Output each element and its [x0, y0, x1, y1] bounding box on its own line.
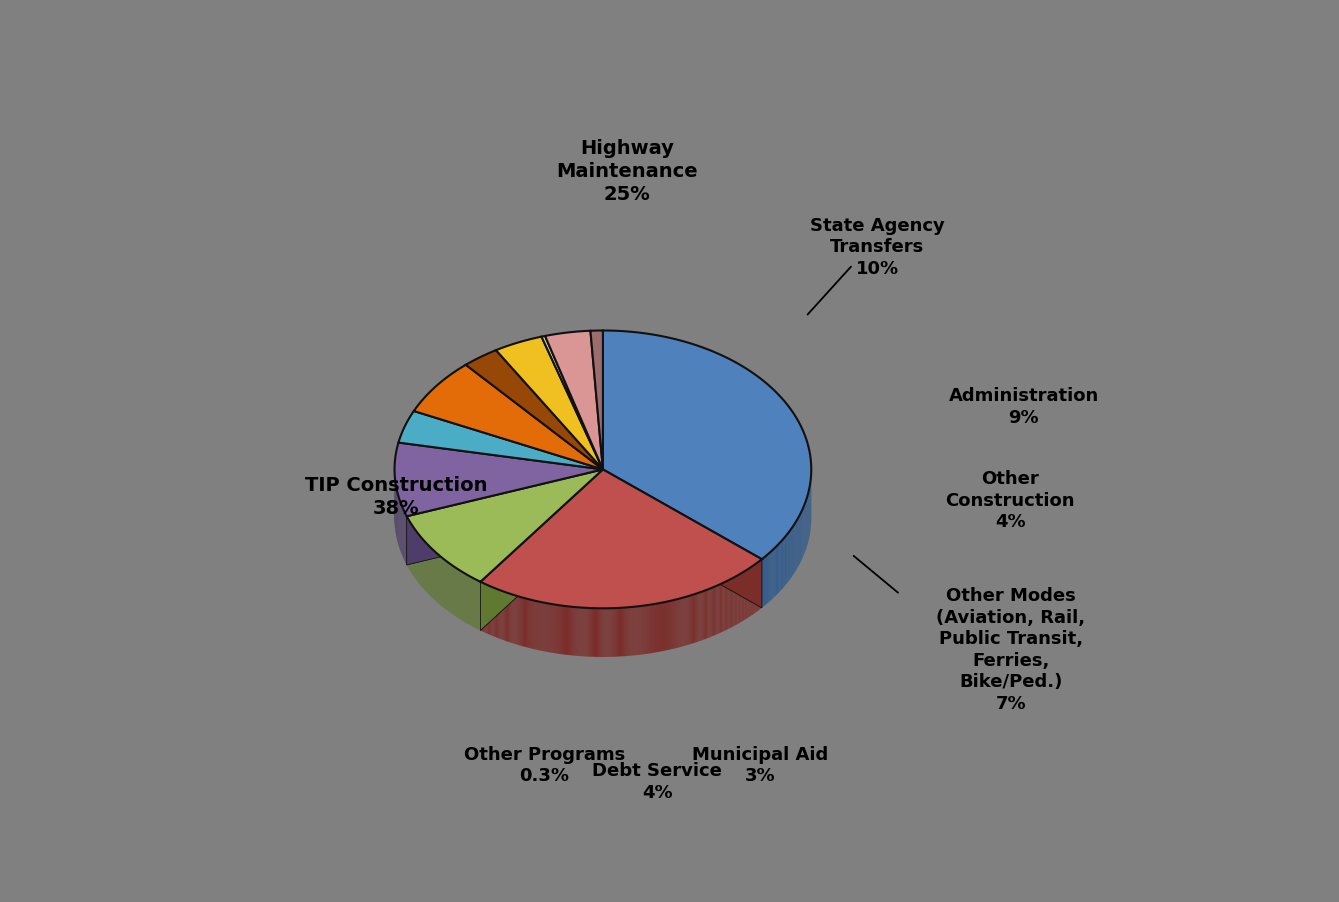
Polygon shape [495, 336, 603, 469]
Polygon shape [541, 336, 603, 469]
Text: Debt Service
4%: Debt Service 4% [592, 762, 722, 802]
Text: State Agency
Transfers
10%: State Agency Transfers 10% [810, 216, 944, 278]
Text: TIP Construction
38%: TIP Construction 38% [305, 476, 487, 518]
Polygon shape [481, 469, 603, 630]
Polygon shape [407, 469, 603, 582]
Text: Other Programs
0.3%: Other Programs 0.3% [463, 746, 625, 786]
Polygon shape [414, 364, 603, 469]
Text: Other Modes
(Aviation, Rail,
Public Transit,
Ferries,
Bike/Ped.)
7%: Other Modes (Aviation, Rail, Public Tran… [936, 587, 1086, 713]
Polygon shape [603, 469, 762, 608]
Polygon shape [407, 469, 603, 565]
Polygon shape [481, 469, 603, 630]
Polygon shape [590, 330, 603, 469]
Polygon shape [603, 330, 811, 559]
Text: Other
Construction
4%: Other Construction 4% [945, 470, 1075, 531]
Polygon shape [399, 411, 603, 469]
Polygon shape [466, 350, 603, 469]
Polygon shape [481, 469, 762, 608]
Text: Municipal Aid
3%: Municipal Aid 3% [692, 746, 828, 786]
Text: Highway
Maintenance
25%: Highway Maintenance 25% [557, 140, 698, 204]
Polygon shape [395, 443, 603, 516]
Polygon shape [407, 469, 603, 565]
Text: Administration
9%: Administration 9% [949, 387, 1099, 427]
Polygon shape [545, 331, 603, 469]
Polygon shape [603, 469, 762, 608]
